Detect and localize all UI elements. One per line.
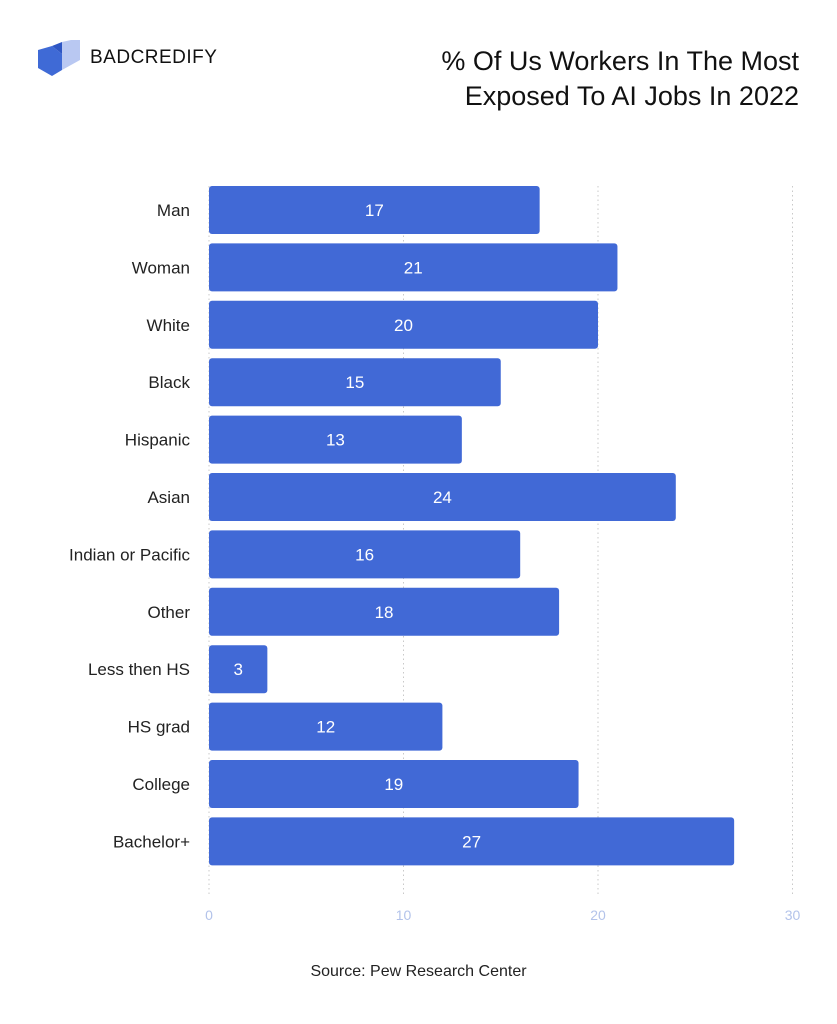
value-label: 17 bbox=[365, 201, 384, 220]
x-tick-label: 20 bbox=[590, 907, 606, 923]
bar bbox=[209, 587, 560, 636]
x-tick-label: 0 bbox=[205, 907, 213, 923]
category-label: Woman bbox=[132, 258, 190, 277]
x-tick-label: 10 bbox=[396, 907, 412, 923]
category-label: Indian or Pacific bbox=[69, 545, 190, 564]
x-tick-label: 30 bbox=[785, 907, 801, 923]
category-label: Other bbox=[147, 603, 190, 622]
category-label: White bbox=[147, 316, 190, 335]
category-label: HS grad bbox=[128, 718, 190, 737]
value-label: 20 bbox=[394, 316, 413, 335]
value-label: 18 bbox=[375, 603, 394, 622]
bar bbox=[209, 415, 462, 464]
value-label: 15 bbox=[345, 373, 364, 392]
value-label: 24 bbox=[433, 488, 452, 507]
brand-logo-icon bbox=[38, 40, 80, 76]
category-label: Bachelor+ bbox=[113, 832, 190, 851]
bar bbox=[209, 300, 598, 349]
bar bbox=[209, 760, 579, 808]
category-label: Man bbox=[157, 201, 190, 220]
chart-title: % Of Us Workers In The Most Exposed To A… bbox=[441, 46, 799, 111]
category-label: Hispanic bbox=[125, 431, 191, 450]
value-label: 13 bbox=[326, 431, 345, 450]
bar bbox=[209, 702, 443, 751]
bar bbox=[209, 645, 268, 694]
bar bbox=[209, 473, 676, 521]
value-label: 27 bbox=[462, 832, 481, 851]
bar bbox=[209, 243, 618, 292]
brand-name: BADCREDIFY bbox=[90, 47, 218, 68]
bar bbox=[209, 530, 521, 579]
bar bbox=[209, 817, 735, 866]
bar bbox=[209, 186, 540, 234]
source-note: Source: Pew Research Center bbox=[310, 963, 527, 980]
category-label: College bbox=[132, 775, 190, 794]
value-label: 21 bbox=[404, 258, 423, 277]
brand: BADCREDIFY bbox=[38, 40, 217, 76]
bar bbox=[209, 358, 501, 407]
value-label: 3 bbox=[233, 660, 242, 679]
value-label: 19 bbox=[384, 775, 403, 794]
value-label: 12 bbox=[316, 718, 335, 737]
category-label: Black bbox=[148, 373, 190, 392]
category-label: Asian bbox=[147, 488, 190, 507]
category-label: Less then HS bbox=[88, 660, 190, 679]
value-label: 16 bbox=[355, 545, 374, 564]
